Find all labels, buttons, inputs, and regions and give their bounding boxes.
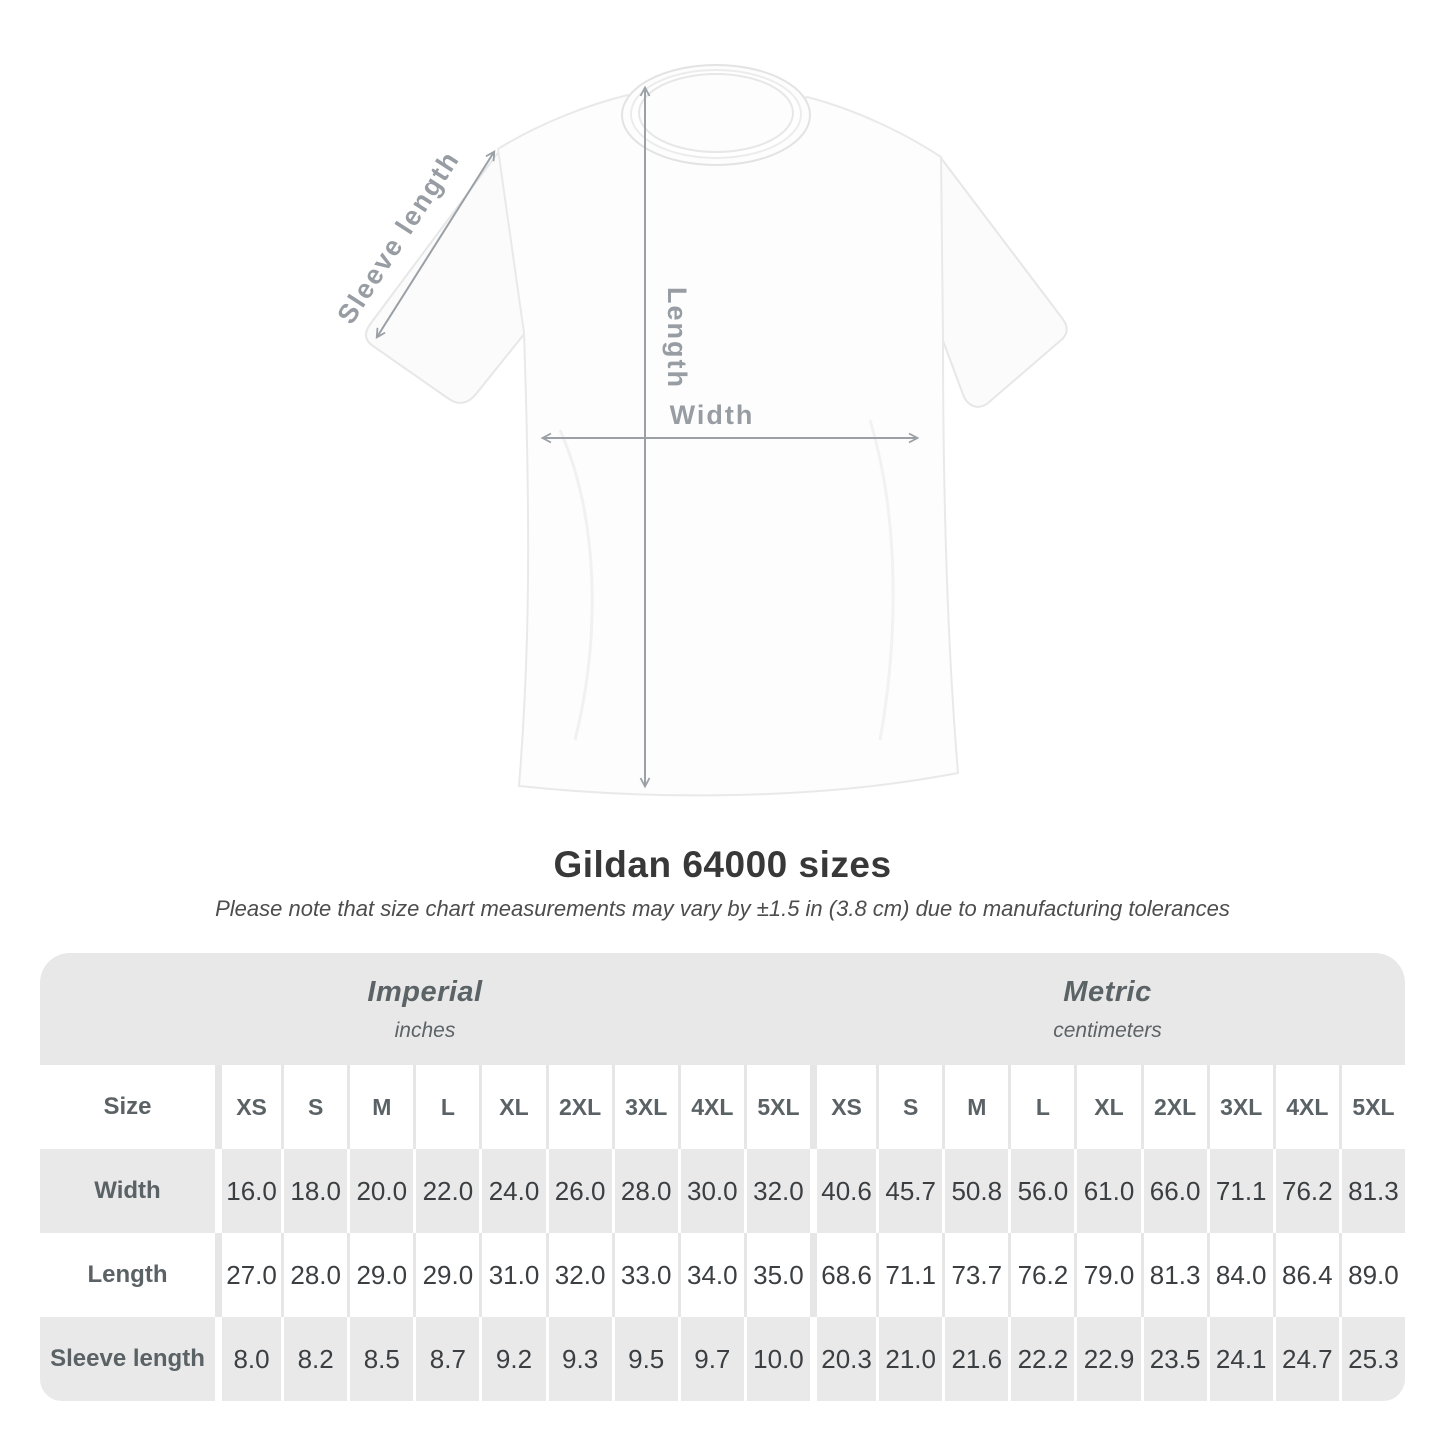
value-cell: 9.2 [479,1317,546,1401]
value-cell: 25.3 [1338,1317,1405,1401]
size-header-metric-4xl: 4XL [1272,1065,1339,1149]
value-cell: 29.0 [347,1233,414,1317]
value-cell: 81.3 [1140,1233,1207,1317]
value-cell: 20.3 [810,1317,877,1401]
value-cell: 61.0 [1074,1149,1141,1233]
tolerance-note: Please note that size chart measurements… [215,896,1230,921]
size-table: Imperial inches Metric centimeters Size X… [40,953,1405,1401]
imperial-section-unit: inches [394,1018,456,1042]
value-cell: 24.0 [479,1149,546,1233]
size-column-header: Size [40,1065,215,1149]
size-header-metric-xl: XL [1074,1065,1141,1149]
value-cell: 26.0 [545,1149,612,1233]
value-cell: 32.0 [545,1233,612,1317]
value-cell: 8.7 [413,1317,480,1401]
value-cell: 32.0 [743,1149,810,1233]
size-header-imperial-4xl: 4XL [677,1065,744,1149]
value-cell: 8.5 [347,1317,414,1401]
value-cell: 22.9 [1074,1317,1141,1401]
value-cell: 10.0 [743,1317,810,1401]
value-cell: 22.0 [413,1149,480,1233]
value-cell: 30.0 [677,1149,744,1233]
width-label: Width [670,400,755,430]
page-title: Gildan 64000 sizes [553,844,892,885]
size-table-rows: Size XS S M L XL 2XL 3XL 4XL 5XL XS S M L XL 2XL 3XL 4XL 5… [40,1065,1405,1401]
value-cell: 79.0 [1074,1233,1141,1317]
value-cell: 40.6 [810,1149,877,1233]
value-cell: 28.0 [611,1149,678,1233]
size-header-metric-m: M [942,1065,1009,1149]
value-cell: 9.7 [677,1317,744,1401]
metric-section-title: Metric [1063,975,1152,1008]
sleeve-length-arrow [375,149,496,340]
value-cell: 89.0 [1338,1233,1405,1317]
value-cell: 8.0 [215,1317,282,1401]
metric-section-header: Metric centimeters [810,953,1405,1065]
length-label: Length [662,287,692,389]
size-header-imperial-l: L [413,1065,480,1149]
imperial-section-header: Imperial inches [40,953,810,1065]
value-cell: 21.0 [876,1317,943,1401]
value-cell: 23.5 [1140,1317,1207,1401]
value-cell: 9.5 [611,1317,678,1401]
size-header-imperial-5xl: 5XL [743,1065,810,1149]
table-section-band: Imperial inches Metric centimeters [40,953,1405,1065]
value-cell: 18.0 [281,1149,348,1233]
size-header-metric-s: S [876,1065,943,1149]
value-cell: 24.7 [1272,1317,1339,1401]
value-cell: 20.0 [347,1149,414,1233]
value-cell: 24.1 [1206,1317,1273,1401]
value-cell: 76.2 [1008,1233,1075,1317]
value-cell: 8.2 [281,1317,348,1401]
size-header-metric-l: L [1008,1065,1075,1149]
size-header-metric-5xl: 5XL [1338,1065,1405,1149]
table-row: Sleeve length 8.0 8.2 8.5 8.7 9.2 9.3 9.5 9.7 10.… [40,1317,1405,1401]
value-cell: 34.0 [677,1233,744,1317]
row-label: Length [40,1233,215,1317]
value-cell: 76.2 [1272,1149,1339,1233]
value-cell: 84.0 [1206,1233,1273,1317]
metric-section-unit: centimeters [1053,1018,1162,1042]
measurement-arrows [375,85,920,789]
size-header-imperial-xl: XL [479,1065,546,1149]
value-cell: 22.2 [1008,1317,1075,1401]
size-header-imperial-m: M [347,1065,414,1149]
value-cell: 28.0 [281,1233,348,1317]
value-cell: 31.0 [479,1233,546,1317]
size-header-imperial-2xl: 2XL [545,1065,612,1149]
imperial-section-title: Imperial [367,975,483,1008]
size-header-imperial-3xl: 3XL [611,1065,678,1149]
value-cell: 29.0 [413,1233,480,1317]
value-cell: 73.7 [942,1233,1009,1317]
value-cell: 81.3 [1338,1149,1405,1233]
size-header-imperial-xs: XS [215,1065,282,1149]
value-cell: 27.0 [215,1233,282,1317]
value-cell: 71.1 [1206,1149,1273,1233]
tshirt-measurement-diagram: Sleeve length Length Width [331,64,1068,797]
value-cell: 56.0 [1008,1149,1075,1233]
value-cell: 16.0 [215,1149,282,1233]
table-row: Width 16.0 18.0 20.0 22.0 24.0 26.0 28.0 30.0 32.… [40,1149,1405,1233]
size-header-metric-2xl: 2XL [1140,1065,1207,1149]
value-cell: 33.0 [611,1233,678,1317]
value-cell: 86.4 [1272,1233,1339,1317]
row-label: Width [40,1149,215,1233]
value-cell: 35.0 [743,1233,810,1317]
tshirt-graphic [365,64,1068,797]
table-header-row: Size XS S M L XL 2XL 3XL 4XL 5XL XS S M L XL 2XL 3XL 4XL 5… [40,1065,1405,1149]
row-label: Sleeve length [40,1317,215,1401]
value-cell: 66.0 [1140,1149,1207,1233]
value-cell: 68.6 [810,1233,877,1317]
size-header-metric-3xl: 3XL [1206,1065,1273,1149]
table-row: Length 27.0 28.0 29.0 29.0 31.0 32.0 33.0 34.0 35… [40,1233,1405,1317]
value-cell: 50.8 [942,1149,1009,1233]
size-header-metric-xs: XS [810,1065,877,1149]
value-cell: 71.1 [876,1233,943,1317]
value-cell: 21.6 [942,1317,1009,1401]
value-cell: 9.3 [545,1317,612,1401]
size-header-imperial-s: S [281,1065,348,1149]
value-cell: 45.7 [876,1149,943,1233]
